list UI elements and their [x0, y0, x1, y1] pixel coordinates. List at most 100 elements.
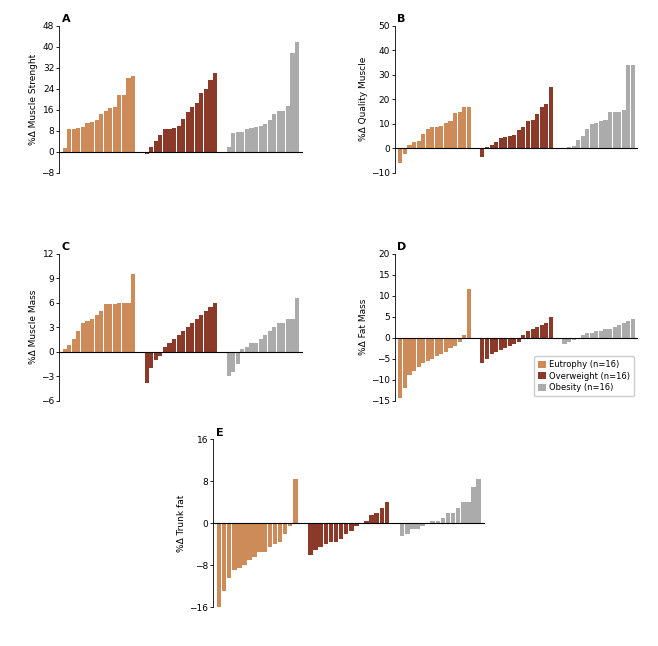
Bar: [286, 319, 290, 351]
Bar: [163, 348, 167, 351]
Bar: [108, 304, 113, 351]
Bar: [113, 107, 117, 152]
Bar: [613, 112, 617, 149]
Bar: [590, 124, 594, 149]
Bar: [430, 127, 434, 149]
Bar: [494, 338, 498, 352]
Bar: [186, 327, 190, 351]
Bar: [549, 87, 553, 149]
Bar: [226, 147, 231, 152]
Bar: [259, 339, 263, 351]
Bar: [286, 106, 290, 152]
Bar: [282, 111, 286, 152]
Y-axis label: %Δ Muscle Strenght: %Δ Muscle Strenght: [30, 54, 38, 145]
Bar: [145, 351, 149, 382]
Text: C: C: [62, 242, 70, 252]
Bar: [159, 135, 163, 152]
Bar: [403, 149, 407, 154]
Bar: [508, 136, 512, 149]
Bar: [63, 148, 66, 152]
Bar: [485, 338, 489, 359]
Bar: [309, 523, 313, 555]
Bar: [476, 479, 481, 523]
Bar: [172, 128, 176, 152]
Bar: [603, 120, 607, 149]
Bar: [334, 523, 338, 541]
Text: D: D: [397, 242, 407, 252]
Bar: [626, 321, 630, 338]
Bar: [590, 333, 594, 338]
Bar: [585, 333, 590, 338]
Bar: [421, 338, 425, 363]
Bar: [76, 128, 80, 152]
Y-axis label: %Δ Quality Muscle: %Δ Quality Muscle: [359, 57, 368, 141]
Bar: [599, 331, 603, 338]
Bar: [318, 523, 323, 547]
Bar: [290, 54, 295, 152]
Bar: [530, 329, 534, 338]
Bar: [426, 338, 430, 360]
Bar: [572, 146, 576, 149]
Bar: [324, 523, 328, 544]
Bar: [99, 311, 103, 351]
Bar: [445, 513, 450, 523]
Bar: [149, 351, 153, 368]
Bar: [126, 78, 130, 152]
Bar: [167, 129, 172, 152]
Bar: [272, 327, 276, 351]
Y-axis label: %Δ Fat Mass: %Δ Fat Mass: [359, 299, 368, 355]
Bar: [453, 113, 457, 149]
Bar: [576, 140, 580, 149]
Bar: [268, 523, 272, 547]
Bar: [231, 134, 236, 152]
Bar: [435, 127, 439, 149]
Bar: [290, 319, 295, 351]
Bar: [421, 134, 425, 149]
Bar: [328, 523, 333, 541]
Bar: [462, 335, 467, 338]
Bar: [540, 107, 544, 149]
Bar: [467, 107, 471, 149]
Bar: [499, 138, 503, 149]
Bar: [622, 323, 626, 338]
Bar: [117, 302, 122, 351]
Bar: [563, 338, 567, 344]
Bar: [209, 307, 213, 351]
Bar: [313, 523, 318, 550]
Bar: [213, 302, 217, 351]
Bar: [480, 149, 484, 157]
Bar: [199, 315, 203, 351]
Bar: [236, 351, 240, 364]
Bar: [282, 323, 286, 351]
Bar: [122, 302, 126, 351]
Bar: [113, 304, 117, 351]
Bar: [440, 338, 443, 355]
Bar: [417, 338, 420, 367]
Bar: [608, 112, 612, 149]
Bar: [90, 121, 94, 152]
Bar: [426, 129, 430, 149]
Bar: [572, 338, 576, 340]
Bar: [544, 104, 548, 149]
Bar: [226, 351, 231, 376]
Bar: [540, 325, 544, 338]
Bar: [599, 121, 603, 149]
Bar: [167, 344, 172, 351]
Bar: [254, 344, 258, 351]
Bar: [407, 145, 412, 149]
Bar: [580, 136, 585, 149]
Bar: [461, 503, 466, 523]
Bar: [453, 338, 457, 346]
Bar: [613, 327, 617, 338]
Bar: [242, 523, 247, 565]
Bar: [457, 112, 462, 149]
Bar: [195, 103, 199, 152]
Bar: [503, 137, 507, 149]
Bar: [67, 129, 71, 152]
Bar: [449, 121, 453, 149]
Bar: [617, 325, 621, 338]
Bar: [272, 523, 277, 544]
Bar: [521, 335, 526, 338]
Bar: [104, 111, 108, 152]
Bar: [117, 96, 122, 152]
